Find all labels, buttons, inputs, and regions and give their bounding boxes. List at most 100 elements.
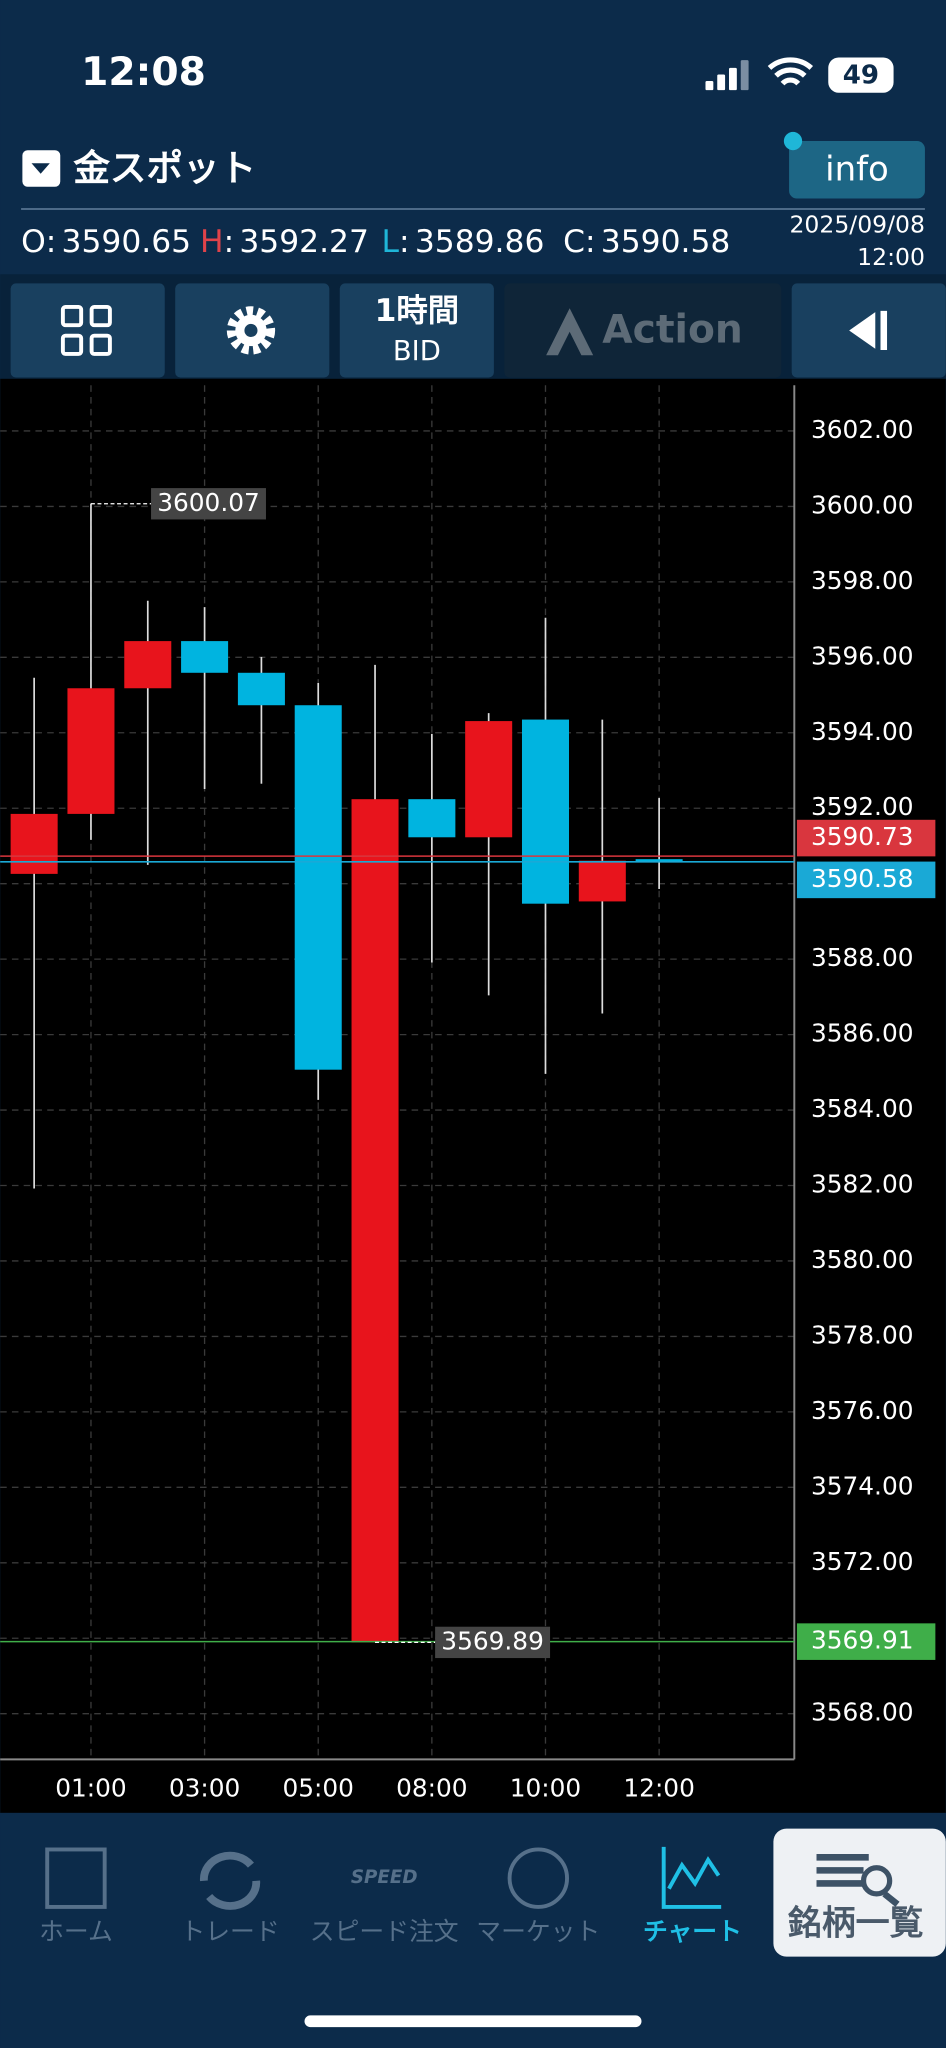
- dropdown-arrow: [31, 163, 50, 174]
- x-tick-label: 01:00: [55, 1773, 126, 1802]
- y-tick-label: 3596.00: [811, 641, 914, 670]
- y-tick-label: 3568.00: [811, 1698, 914, 1727]
- y-tick-label: 3592.00: [811, 792, 914, 821]
- y-tick-label: 3578.00: [811, 1320, 914, 1349]
- quote-value: 3590.58: [601, 224, 731, 260]
- interval-label: 1時間: [375, 293, 459, 329]
- y-tick-label: 3586.00: [811, 1019, 914, 1048]
- x-tick-label: 03:00: [169, 1773, 240, 1802]
- quote-sep: :: [585, 224, 596, 260]
- candle-body: [67, 688, 115, 814]
- nav-icon: [860, 1865, 893, 1897]
- info-button[interactable]: [789, 141, 925, 199]
- quote-item: C: 3590.58: [563, 224, 730, 260]
- x-tick-label: 12:00: [623, 1773, 694, 1802]
- nav-icon: [507, 1847, 569, 1909]
- nav-label[interactable]: チャート: [643, 1917, 742, 1946]
- quote-key: L: [382, 224, 400, 260]
- quote-item: H: 3592.27: [200, 224, 369, 260]
- nav-label[interactable]: トレード: [180, 1917, 279, 1946]
- nav-label[interactable]: スピード注文: [310, 1917, 459, 1946]
- quote-key: C: [563, 224, 585, 260]
- grid-icon: [60, 304, 112, 356]
- quote-value: 3589.86: [415, 224, 545, 260]
- x-tick-label: 05:00: [282, 1773, 353, 1802]
- candle-body: [10, 813, 58, 874]
- quote-sep: :: [399, 224, 410, 260]
- y-tick-label: 3584.00: [811, 1094, 914, 1123]
- annotation-label: 3600.07: [157, 488, 260, 517]
- y-tick-label: 3588.00: [811, 943, 914, 972]
- quote-time: 12:00: [857, 243, 925, 271]
- action-button[interactable]: [504, 283, 782, 378]
- candle-body: [408, 799, 456, 838]
- signal-icon: [705, 60, 749, 91]
- price-tag: [796, 861, 936, 899]
- wifi-icon: [767, 57, 814, 86]
- action-label: Action: [602, 307, 743, 352]
- y-tick-label: 3600.00: [811, 490, 914, 519]
- quote-date: 2025/09/08: [789, 210, 924, 238]
- candle-body: [521, 719, 569, 904]
- battery-level: 49: [843, 60, 879, 90]
- annotation-box: [435, 1626, 551, 1659]
- quote-key: H: [200, 224, 224, 260]
- price-tag: [796, 819, 936, 857]
- chart: 3568.003570.003572.003574.003576.003578.…: [0, 385, 936, 1802]
- x-tick-label: 10:00: [510, 1773, 581, 1802]
- quote-value: 3592.27: [239, 224, 369, 260]
- candle-body: [181, 641, 229, 673]
- nav-label[interactable]: マーケット: [476, 1917, 600, 1946]
- y-tick-label: 3598.00: [811, 566, 914, 595]
- quote-row: O: 3590.65 H: 3592.27 L: 3589.86 C: 3590.58: [21, 224, 730, 260]
- y-tick-label: 3602.00: [811, 415, 914, 444]
- y-tick-label: 3594.00: [811, 717, 914, 746]
- y-tick-label: 3582.00: [811, 1170, 914, 1199]
- quote-value: 3590.65: [62, 224, 192, 260]
- nav-icon: [45, 1847, 107, 1909]
- price-tag-label: 3590.73: [811, 822, 914, 851]
- candle-body: [578, 860, 626, 902]
- nav-icon: [200, 1851, 261, 1910]
- candle-body: [465, 721, 513, 838]
- nav-icon: [661, 1846, 722, 1909]
- candle-body: [294, 705, 342, 1070]
- quote-item: O: 3590.65: [21, 224, 191, 260]
- nav-icon: [816, 1854, 900, 1907]
- info-label: info: [825, 150, 889, 190]
- symbol-name: 金スポット: [72, 146, 256, 189]
- x-tick-label: 08:00: [396, 1773, 467, 1802]
- clock: 12:08: [81, 50, 206, 95]
- nav-items: ホーム トレード SPEED スピード注文 マーケット チャート 銘柄一覧: [39, 1846, 924, 1946]
- y-tick-label: 3580.00: [811, 1245, 914, 1274]
- price-type-label: BID: [393, 336, 441, 367]
- gear-teeth: [226, 306, 276, 355]
- collapse-icon: [849, 310, 888, 351]
- price-tag-label: 3569.91: [811, 1626, 914, 1655]
- annotation-label: 3569.89: [441, 1626, 544, 1655]
- y-tick-label: 3576.00: [811, 1396, 914, 1425]
- home-indicator: [304, 2015, 642, 2028]
- nav-label[interactable]: 銘柄一覧: [788, 1904, 924, 1944]
- candle-body: [635, 859, 683, 862]
- candle-body: [124, 641, 172, 689]
- y-tick-label: 3574.00: [811, 1471, 914, 1500]
- info-badge: [783, 131, 803, 151]
- price-tag: [796, 1623, 936, 1660]
- quote-sep: :: [224, 224, 235, 260]
- interval-button[interactable]: [339, 283, 494, 378]
- nav-icon-text: SPEED: [351, 1867, 418, 1888]
- nav-label[interactable]: ホーム: [39, 1917, 113, 1946]
- y-tick-label: 3572.00: [811, 1547, 914, 1576]
- battery-icon: [828, 57, 894, 93]
- candle-body: [351, 799, 399, 1643]
- price-tag-label: 3590.58: [811, 864, 914, 893]
- gear-hole: [244, 323, 258, 337]
- candle-body: [237, 672, 285, 706]
- layout-button[interactable]: [10, 283, 165, 378]
- quote-item: L: 3589.86: [382, 224, 545, 260]
- chart-area: [0, 378, 946, 1813]
- quote-sep: :: [46, 224, 57, 260]
